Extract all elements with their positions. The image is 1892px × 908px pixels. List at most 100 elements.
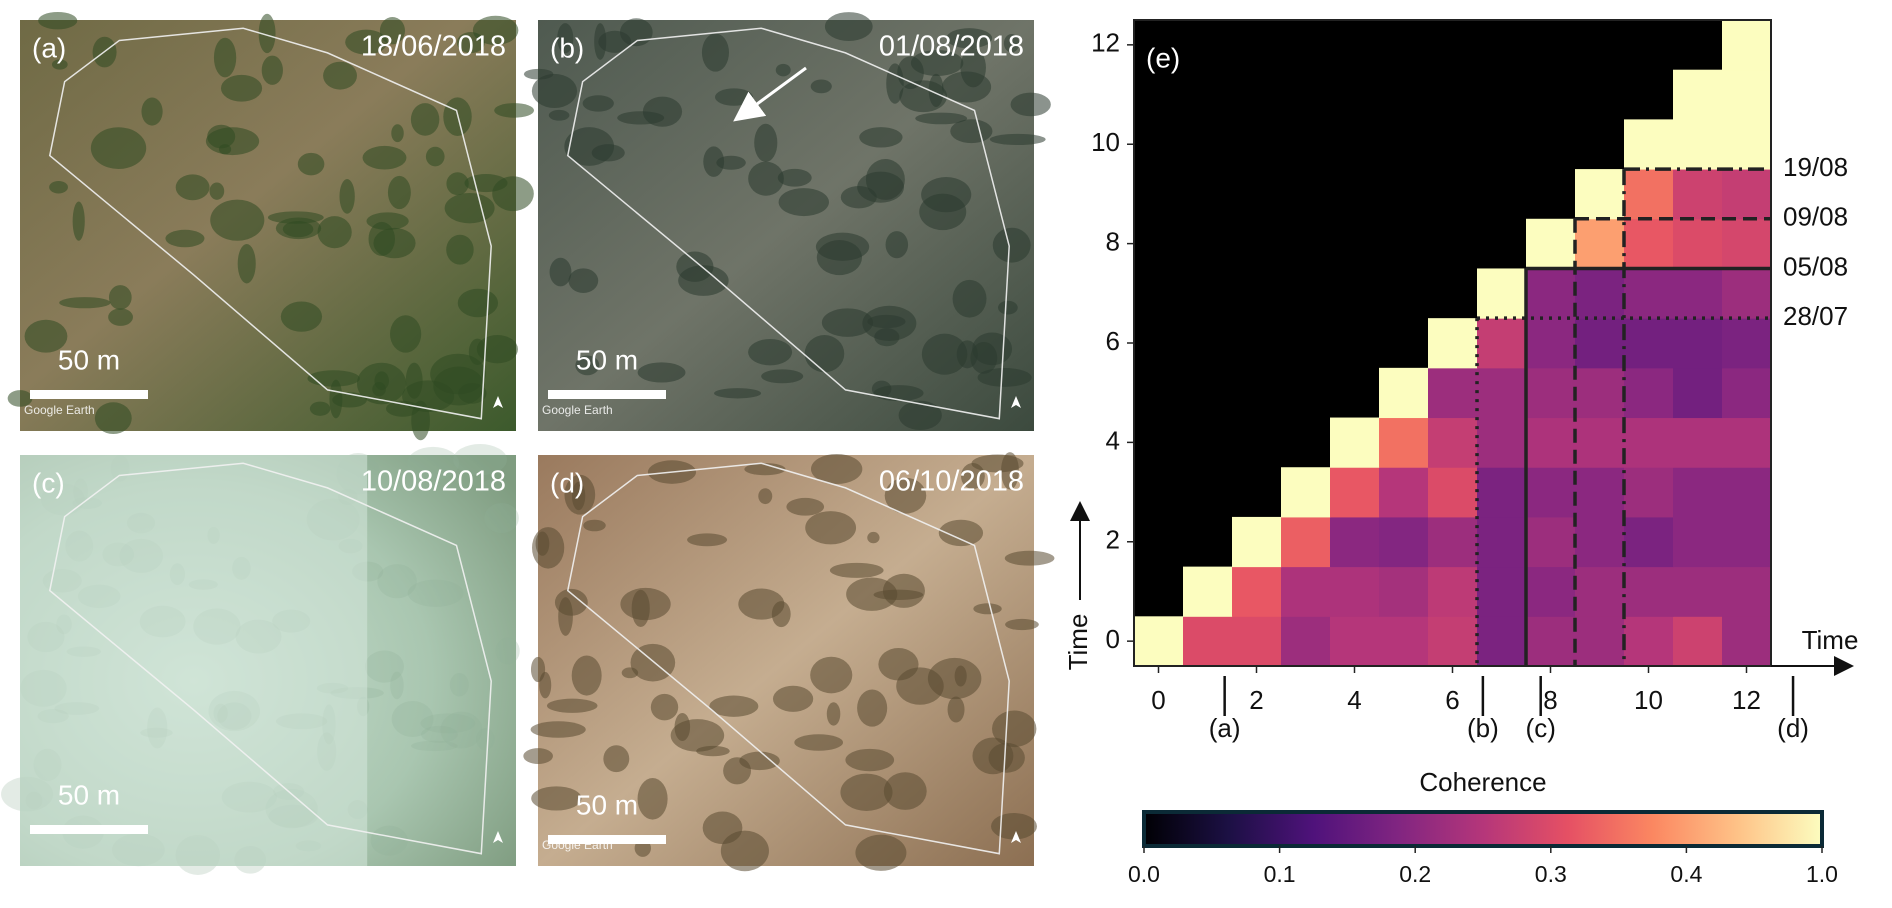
photo-texture [678, 265, 729, 296]
photo-texture [391, 701, 434, 738]
colorbar-tick-label: 0.0 [1128, 861, 1160, 887]
photo-texture [453, 443, 507, 476]
photo-texture [701, 33, 729, 72]
photo-texture [549, 257, 572, 287]
photo-texture [739, 751, 780, 771]
photo-texture [961, 463, 985, 490]
x-tick-label: 10 [1634, 685, 1663, 715]
guide-label: 05/08 [1783, 251, 1848, 281]
cell [1379, 367, 1429, 419]
photo-texture [716, 155, 746, 170]
photo-texture [603, 745, 630, 773]
photo-texture [630, 643, 676, 682]
cell [1673, 268, 1723, 319]
colorbar-tick-label: 0.4 [1670, 861, 1702, 887]
photo-texture [362, 145, 407, 170]
colorbar-tick-label: 1.0 [1806, 861, 1838, 887]
cell [1379, 566, 1429, 617]
colorbar [1142, 810, 1824, 848]
cell [1673, 417, 1723, 468]
guide-label: 28/07 [1783, 301, 1848, 331]
photo-texture [714, 388, 762, 399]
photo-texture [568, 268, 599, 293]
y-tick-label: 2 [1106, 525, 1120, 555]
cell [1722, 218, 1772, 269]
photo-texture [141, 97, 163, 126]
y-tick-label: 6 [1106, 326, 1120, 356]
photo-texture [237, 243, 256, 284]
panel-date: 18/06/2018 [361, 31, 506, 63]
photo-background [20, 20, 516, 431]
landslide-outline [566, 462, 1010, 855]
photo-texture [956, 340, 978, 369]
cell [1428, 417, 1478, 468]
cell [1722, 566, 1772, 617]
landslide-outline [48, 462, 492, 855]
photo-panel: (c) 10/08/2018 50 m [1, 443, 520, 875]
photo-texture [738, 588, 785, 620]
photo-texture [620, 587, 671, 621]
x-tick-label: 4 [1347, 685, 1361, 715]
x-tick-label: 0 [1151, 685, 1165, 715]
photo-texture [687, 533, 728, 547]
x-tick-label: 2 [1249, 685, 1263, 715]
cell [1428, 467, 1478, 518]
photo-texture [810, 79, 832, 94]
cell [1575, 318, 1625, 369]
photo-texture [883, 772, 927, 810]
photo-texture [391, 124, 404, 143]
cell [1428, 516, 1478, 568]
cell [1281, 516, 1331, 568]
cell [1673, 616, 1723, 667]
photo-texture [821, 308, 874, 337]
cell [1575, 218, 1625, 269]
landslide-outline [48, 27, 492, 420]
y-tick-label: 4 [1106, 425, 1120, 455]
photo-texture [492, 176, 534, 212]
cell [1624, 616, 1674, 667]
photo-texture [94, 402, 132, 435]
cell [1330, 566, 1380, 617]
cell [1575, 566, 1625, 617]
cell [1379, 467, 1429, 518]
scale-bar [30, 390, 148, 399]
colorbar-label: Coherence [1419, 767, 1546, 797]
photo-texture [329, 379, 343, 419]
photo-texture [449, 673, 469, 697]
photo-texture [210, 199, 265, 241]
cell [1281, 566, 1331, 617]
photo-texture [919, 193, 967, 231]
photo-texture [637, 362, 686, 383]
cell [1330, 616, 1380, 667]
photo-texture [744, 463, 786, 476]
photo-texture [637, 778, 668, 820]
cell [1526, 566, 1576, 617]
photo-texture [309, 401, 331, 416]
photo-texture [990, 813, 1037, 840]
photo-texture [824, 12, 873, 42]
north-arrow [1011, 831, 1021, 843]
cell [1526, 268, 1576, 319]
photo-panels: (a) 18/06/2018 50 m Google Earth (b) 01/08/20… [1, 11, 1055, 875]
x-tick-label: 8 [1543, 685, 1557, 715]
photo-texture [977, 368, 1032, 387]
watermark: Google Earth [542, 403, 613, 417]
photo-texture [571, 655, 602, 696]
photo-texture [702, 811, 743, 845]
cell [1428, 616, 1478, 667]
panel-label: (d) [550, 467, 584, 498]
photo-texture [297, 152, 325, 176]
photo-texture [989, 133, 1046, 146]
cell [1575, 417, 1625, 468]
photo-texture [941, 71, 992, 103]
photo-texture [840, 773, 893, 811]
panel-date: 01/08/2018 [879, 31, 1024, 63]
panel-date: 06/10/2018 [879, 466, 1024, 498]
photo-texture [261, 55, 283, 85]
photo-texture [857, 689, 888, 727]
photo-texture [778, 188, 829, 217]
cell [1379, 516, 1429, 568]
photo-texture [24, 319, 68, 353]
pointer-arrow [733, 66, 807, 122]
scale-label: 50 m [58, 344, 120, 375]
